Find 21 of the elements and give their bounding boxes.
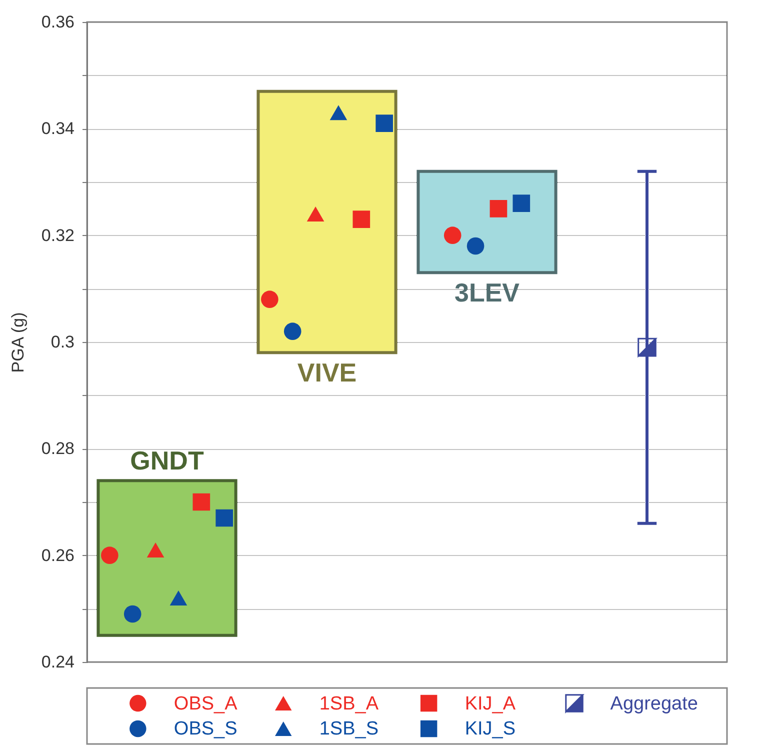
y-tick-label: 0.28 [41,439,74,458]
x-tick-label: VIVE [297,358,357,388]
legend-label: OBS_S [174,718,238,740]
y-tick-label: 0.36 [41,12,74,32]
x-tick-label: 3LEV [454,278,520,308]
y-axis-title: PGA (g) [8,312,28,373]
y-tick-label: 0.32 [41,226,74,245]
bar [96,479,238,637]
legend-label: Aggregate [610,693,698,714]
y-tick-label: 0.24 [41,652,74,672]
legend-label: 1SB_S [319,718,379,740]
y-tick-label: 0.34 [41,119,74,138]
legend-label: OBS_A [174,693,238,714]
y-tick-label: 0.26 [41,546,74,565]
y-tick-label: 0.3 [50,332,74,352]
bar [416,170,558,274]
legend-label: KIJ_A [464,693,516,714]
legend-label: 1SB_A [319,693,379,714]
x-tick-label: GNDT [130,446,204,476]
bar [256,90,398,354]
legend-label: KIJ_S [464,718,516,740]
